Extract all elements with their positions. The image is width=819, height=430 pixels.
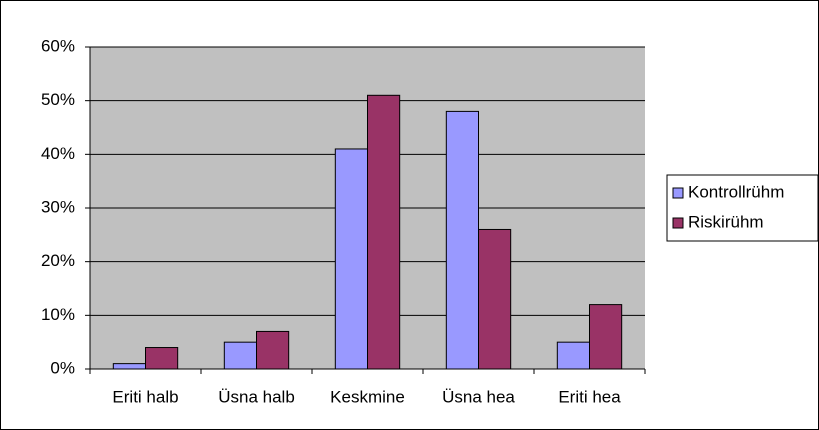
legend-label: Riskirühm [688, 212, 764, 231]
bar [223, 341, 257, 370]
x-tick-label: Üsna halb [218, 387, 295, 406]
bar [145, 347, 179, 370]
legend-box [666, 174, 819, 242]
bar [112, 363, 146, 370]
x-tick-label: Üsna hea [442, 387, 515, 406]
x-tick-label: Eriti hea [558, 387, 621, 406]
y-tick-label: 50% [41, 90, 75, 109]
y-tick-label: 0% [50, 358, 75, 377]
legend-label: Kontrollrühm [688, 182, 784, 201]
bar [556, 341, 590, 370]
y-tick-label: 40% [41, 144, 75, 163]
bar [334, 148, 368, 370]
x-tick-label: Keskmine [330, 387, 405, 406]
bar [256, 330, 290, 370]
bar [589, 304, 623, 370]
bar [367, 94, 401, 370]
y-tick-label: 30% [41, 197, 75, 216]
legend-swatch [672, 187, 684, 199]
bar [478, 228, 512, 370]
legend-swatch [672, 217, 684, 229]
x-tick-label: Eriti halb [112, 387, 178, 406]
y-tick-label: 60% [41, 36, 75, 55]
y-tick-label: 20% [41, 251, 75, 270]
bar [445, 110, 479, 370]
y-tick-label: 10% [41, 305, 75, 324]
